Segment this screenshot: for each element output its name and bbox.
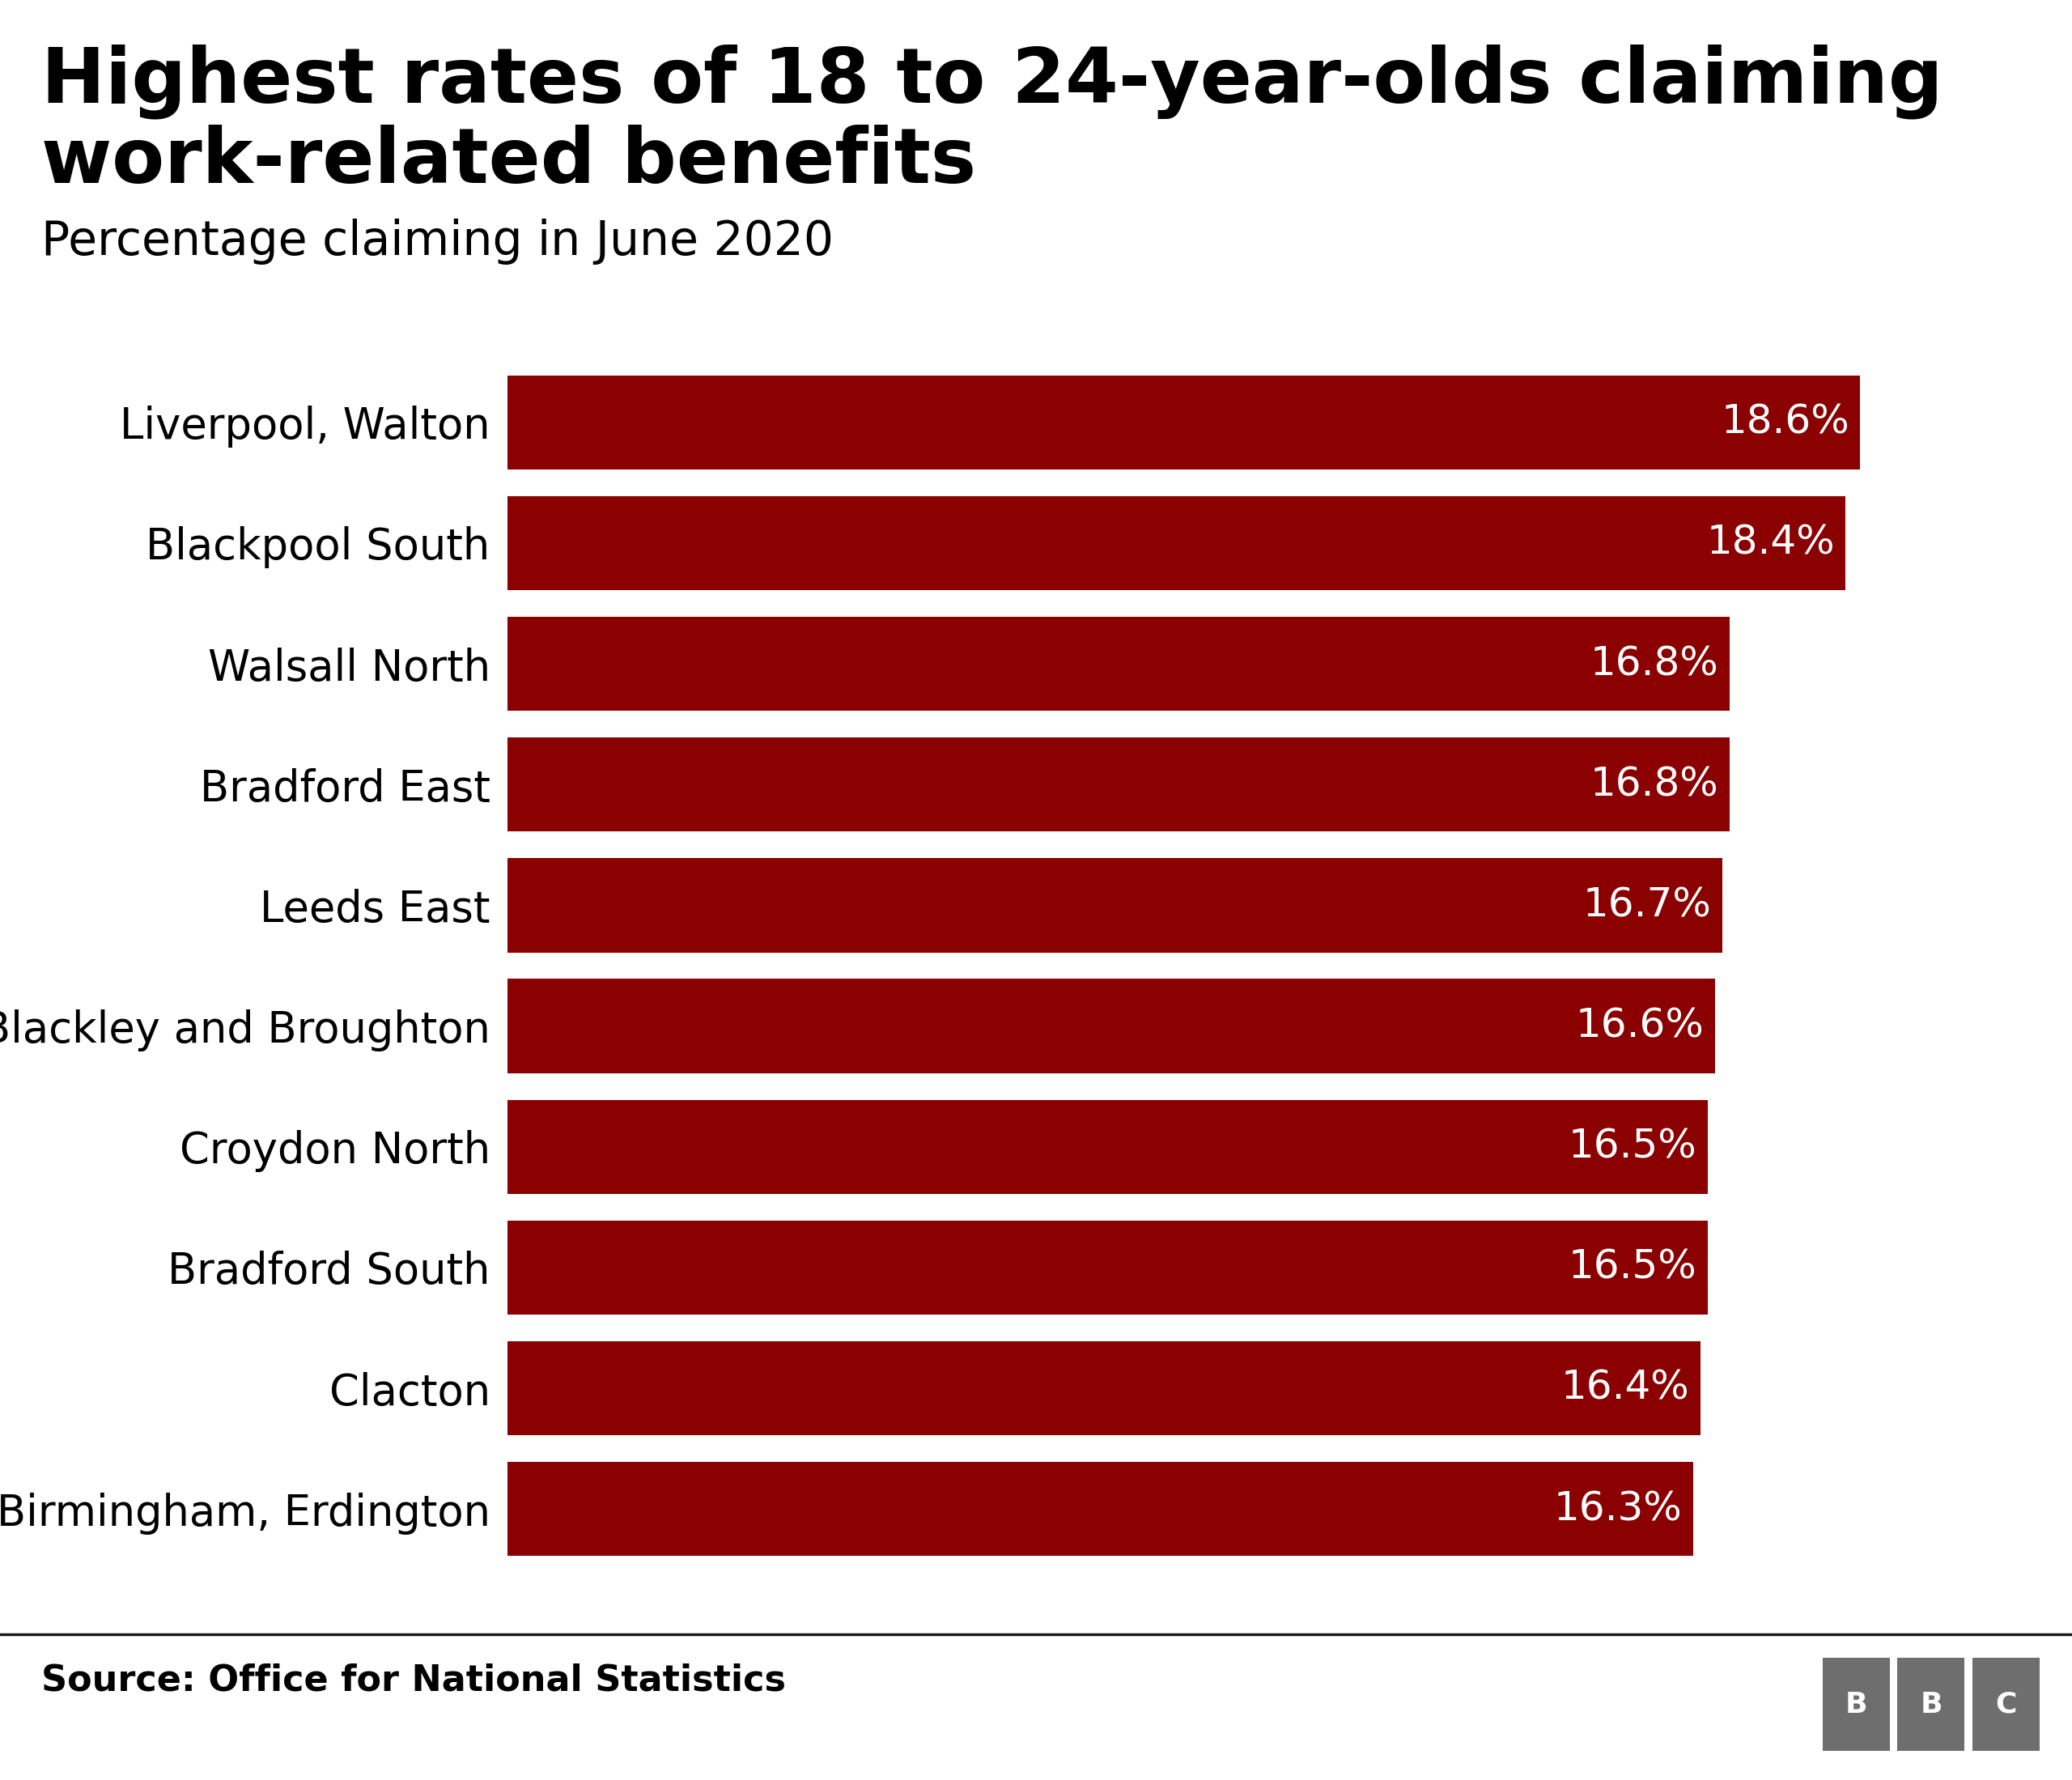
Text: C: C	[1995, 1691, 2016, 1718]
Bar	[508, 376, 1861, 470]
Bar	[508, 737, 1730, 831]
Text: Source: Office for National Statistics: Source: Office for National Statistics	[41, 1663, 785, 1698]
Bar	[508, 616, 1730, 710]
Bar	[508, 979, 1716, 1073]
Text: 16.6%: 16.6%	[1575, 1006, 1703, 1045]
Text: 16.7%: 16.7%	[1583, 886, 1711, 926]
Bar	[508, 1100, 1707, 1194]
Text: Percentage claiming in June 2020: Percentage claiming in June 2020	[41, 219, 833, 265]
Bar	[508, 1221, 1707, 1315]
Text: 16.3%: 16.3%	[1554, 1490, 1682, 1529]
Text: 16.8%: 16.8%	[1589, 644, 1718, 684]
Text: 18.4%: 18.4%	[1707, 523, 1836, 562]
Bar	[508, 497, 1846, 591]
Text: B: B	[1921, 1691, 1941, 1718]
Text: 16.8%: 16.8%	[1589, 765, 1718, 805]
Text: Highest rates of 18 to 24-year-olds claiming: Highest rates of 18 to 24-year-olds clai…	[41, 44, 1944, 119]
FancyBboxPatch shape	[1898, 1659, 1964, 1752]
Bar	[508, 1340, 1701, 1435]
Text: 16.5%: 16.5%	[1569, 1248, 1697, 1287]
Text: B: B	[1844, 1691, 1867, 1718]
Bar	[508, 858, 1722, 952]
Text: work-related benefits: work-related benefits	[41, 125, 976, 199]
Text: 18.6%: 18.6%	[1722, 402, 1850, 441]
Text: 16.5%: 16.5%	[1569, 1127, 1697, 1166]
Text: 16.4%: 16.4%	[1560, 1369, 1689, 1408]
FancyBboxPatch shape	[1973, 1659, 2039, 1752]
FancyBboxPatch shape	[1823, 1659, 1890, 1752]
Bar	[508, 1461, 1693, 1556]
